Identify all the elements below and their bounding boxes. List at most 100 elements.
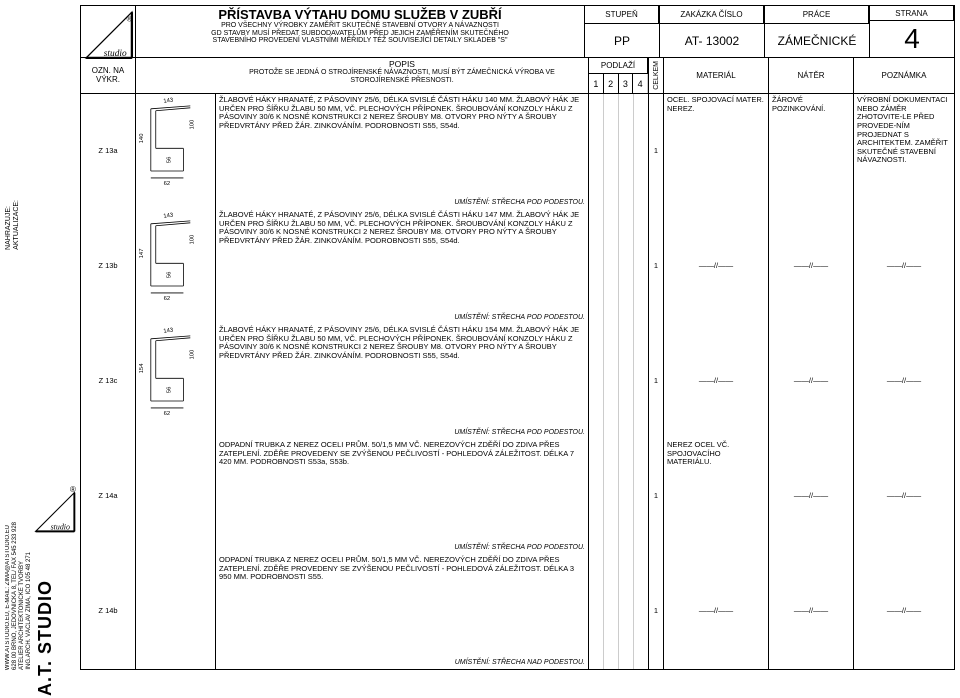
rows-body: Z 13a 143 140 100 56 62 ŽLABOVÉ HÁKY HRA… <box>81 94 954 669</box>
zakazka-label: ZAKÁZKA ČÍSLO <box>660 6 764 24</box>
col-p4: 4 <box>633 74 648 93</box>
podlazi-group <box>589 439 649 554</box>
col-popis-sub: PROTOŽE SE JEDNÁ O STROJÍRENSKÉ NÁVAZNOS… <box>216 69 588 84</box>
registered-icon: ® <box>70 485 76 494</box>
ozn-value: Z 14b <box>81 554 136 669</box>
svg-text:62: 62 <box>164 296 171 302</box>
side-aktualizace: AKTUALIZACE: <box>13 200 20 250</box>
umisteni: UMÍSTĚNÍ: STŘECHA POD PODESTOU. <box>219 312 585 322</box>
col-celkem: CELKEM <box>653 61 660 90</box>
nater-value: ŽÁROVÉ POZINKOVÁNÍ. <box>769 94 854 209</box>
material-value: NEREZ OCEL VČ. SPOJOVACÍHO MATERIÁLU. <box>664 439 769 554</box>
nater-value: ——//—— <box>769 554 854 669</box>
stupen-value: PP <box>585 24 659 57</box>
side-info-block: NAHRAZUJE: AKTUALIZACE: A.T. STUDIO WWW.… <box>5 200 75 670</box>
drawing-cell: 143 147 100 56 62 <box>136 209 216 324</box>
nater-value: ——//—— <box>769 439 854 554</box>
celkem-value: 1 <box>649 324 664 439</box>
col-p1: 1 <box>589 74 604 93</box>
material-value: ——//—— <box>664 209 769 324</box>
side-nahrazuje: NAHRAZUJE: <box>5 206 12 250</box>
desc-text: ODPADNÍ TRUBKA Z NEREZ OCELI PRŮM. 50/1,… <box>219 556 585 582</box>
side-logo-icon: studio <box>33 490 77 534</box>
poznamka-value: ——//—— <box>854 554 954 669</box>
svg-text:62: 62 <box>164 411 171 417</box>
poznamka-value: ——//—— <box>854 209 954 324</box>
item-row: Z 13b 143 147 100 56 62 ŽLABOVÉ HÁKY HRA… <box>81 209 954 324</box>
col-popis: POPIS <box>389 58 415 69</box>
desc-text: ŽLABOVÉ HÁKY HRANATÉ, Z PÁSOVINY 25/6, D… <box>219 96 585 131</box>
svg-text:140: 140 <box>139 133 145 144</box>
col-p2: 2 <box>604 74 619 93</box>
item-row: Z 13c 143 154 100 56 62 ŽLABOVÉ HÁKY HRA… <box>81 324 954 439</box>
ozn-value: Z 13a <box>81 94 136 209</box>
svg-text:62: 62 <box>164 181 171 187</box>
col-poznamka: POZNÁMKA <box>854 58 954 93</box>
drawing-cell: 143 154 100 56 62 <box>136 324 216 439</box>
umisteni: UMÍSTĚNÍ: STŘECHA POD PODESTOU. <box>219 197 585 207</box>
svg-text:56: 56 <box>167 386 173 393</box>
celkem-value: 1 <box>649 94 664 209</box>
poznamka-value: ——//—— <box>854 439 954 554</box>
side-line1: ING.ARCH. VÁCLAV ZIMA, IČO 105 48 271 <box>26 552 32 670</box>
ozn-value: Z 13b <box>81 209 136 324</box>
svg-text:147: 147 <box>139 249 145 259</box>
svg-text:143: 143 <box>163 97 174 104</box>
side-line2: ATELIÉR ARCHITEKTONICKÉ TVORBY <box>19 561 25 670</box>
zakazka-value: AT- 13002 <box>660 24 764 57</box>
drawing-cell <box>136 554 216 669</box>
svg-text:143: 143 <box>163 212 174 219</box>
ozn-value: Z 14a <box>81 439 136 554</box>
desc-text: ŽLABOVÉ HÁKY HRANATÉ, Z PÁSOVINY 25/6, D… <box>219 211 585 246</box>
project-sub3: STAVEBNÍHO PROVEDENÍ VLASTNÍMI MĚŘIDLY T… <box>136 37 584 45</box>
podlazi-group <box>589 209 649 324</box>
nater-value: ——//—— <box>769 324 854 439</box>
strana-label: STRANA <box>870 6 954 21</box>
podlazi-group <box>589 94 649 209</box>
nater-value: ——//—— <box>769 209 854 324</box>
col-nater: NÁTĚR <box>769 58 854 93</box>
project-sub1: PRO VŠECHNY VÝROBKY ZAMĚŘIT SKUTEČNÉ STA… <box>136 22 584 30</box>
prace-label: PRÁCE <box>765 6 869 24</box>
desc-text: ODPADNÍ TRUBKA Z NEREZ OCELI PRŮM. 50/1,… <box>219 441 585 467</box>
item-row: Z 14b ODPADNÍ TRUBKA Z NEREZ OCELI PRŮM.… <box>81 554 954 669</box>
celkem-value: 1 <box>649 439 664 554</box>
desc-text: ŽLABOVÉ HÁKY HRANATÉ, Z PÁSOVINY 25/6, D… <box>219 326 585 361</box>
svg-text:56: 56 <box>167 271 173 278</box>
poznamka-value: ——//—— <box>854 324 954 439</box>
poznamka-value: VÝROBNÍ DOKUMENTACI NEBO ZÁMĚR ZHOTOVITE… <box>854 94 954 209</box>
umisteni: UMÍSTĚNÍ: STŘECHA POD PODESTOU. <box>219 427 585 437</box>
col-podlazi: PODLAŽÍ <box>589 58 648 74</box>
umisteni: UMÍSTĚNÍ: STŘECHA POD PODESTOU. <box>219 542 585 552</box>
desc-cell: ŽLABOVÉ HÁKY HRANATÉ, Z PÁSOVINY 25/6, D… <box>216 209 589 324</box>
desc-cell: ODPADNÍ TRUBKA Z NEREZ OCELI PRŮM. 50/1,… <box>216 554 589 669</box>
side-line3: 628 00 BRNO, JEDOVNICKÁ 8, TEL/ FAX 545 … <box>12 522 18 670</box>
item-row: Z 14a ODPADNÍ TRUBKA Z NEREZ OCELI PRŮM.… <box>81 439 954 554</box>
side-studio-name: A.T. STUDIO <box>35 580 77 698</box>
ozn-value: Z 13c <box>81 324 136 439</box>
material-value: OCEL. SPOJOVACÍ MATER. NEREZ. <box>664 94 769 209</box>
svg-text:100: 100 <box>189 119 195 130</box>
drawing-cell: 143 140 100 56 62 <box>136 94 216 209</box>
project-title: PŘÍSTAVBA VÝTAHU DOMU SLUŽEB V ZUBŘÍ <box>218 7 501 22</box>
svg-text:100: 100 <box>189 349 195 360</box>
svg-text:56: 56 <box>167 156 173 163</box>
drawing-cell <box>136 439 216 554</box>
svg-text:154: 154 <box>139 363 145 374</box>
item-row: Z 13a 143 140 100 56 62 ŽLABOVÉ HÁKY HRA… <box>81 94 954 209</box>
svg-text:100: 100 <box>189 234 195 245</box>
col-ozn: OZN. NA VÝKR. <box>81 58 136 93</box>
col-p3: 3 <box>619 74 634 93</box>
side-line4: WWW.ATSTUDIO.EU, E-MAIL: ZIMA@ATSTUDIO.E… <box>5 525 11 670</box>
celkem-value: 1 <box>649 209 664 324</box>
svg-text:143: 143 <box>163 327 174 334</box>
svg-text:studio: studio <box>51 523 70 532</box>
umisteni: UMÍSTĚNÍ: STŘECHA NAD PODESTOU. <box>219 657 585 667</box>
desc-cell: ODPADNÍ TRUBKA Z NEREZ OCELI PRŮM. 50/1,… <box>216 439 589 554</box>
material-value: ——//—— <box>664 324 769 439</box>
prace-value: ZÁMEČNICKÉ <box>765 24 869 57</box>
podlazi-group <box>589 324 649 439</box>
desc-cell: ŽLABOVÉ HÁKY HRANATÉ, Z PÁSOVINY 25/6, D… <box>216 324 589 439</box>
celkem-value: 1 <box>649 554 664 669</box>
desc-cell: ŽLABOVÉ HÁKY HRANATÉ, Z PÁSOVINY 25/6, D… <box>216 94 589 209</box>
